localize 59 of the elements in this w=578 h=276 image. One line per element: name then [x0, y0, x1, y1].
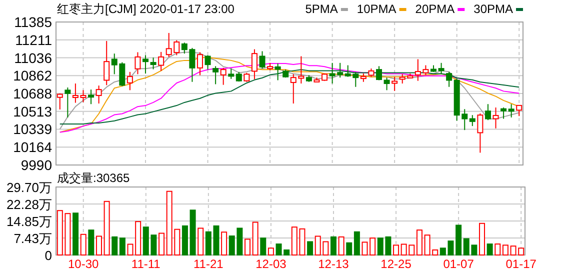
- x-tick-label: 01-07: [443, 257, 474, 271]
- bar: [486, 244, 493, 256]
- bar: [96, 236, 102, 256]
- x-tick-label: 10-30: [68, 257, 100, 271]
- bar: [158, 232, 165, 256]
- y-tick-label: 11385: [14, 14, 52, 30]
- x-tick-label: 12-25: [380, 257, 412, 271]
- legend-label: 10PMA: [356, 2, 396, 16]
- chart-title: 成交量:30365: [57, 171, 130, 185]
- bar: [72, 212, 79, 256]
- y-tick-label: 0: [44, 248, 52, 263]
- bar: [252, 222, 258, 256]
- bar: [182, 225, 188, 256]
- bar: [479, 222, 486, 256]
- y-tick-label: 7.43万: [14, 230, 52, 246]
- bar: [494, 244, 501, 256]
- bar: [190, 210, 196, 256]
- bar: [502, 244, 508, 256]
- y-tick-label: 11211: [15, 32, 52, 48]
- bar: [393, 244, 400, 256]
- bar: [268, 248, 274, 256]
- legend-label: 20PMA: [415, 2, 455, 16]
- line-series: [59, 69, 520, 124]
- y-tick-label: 14.85万: [6, 214, 52, 229]
- bar: [330, 236, 336, 256]
- bar: [346, 242, 352, 256]
- y-tick-label: 22.28万: [6, 196, 52, 212]
- y-tick-label: 11036: [14, 50, 52, 66]
- y-tick-label: 10862: [13, 68, 52, 84]
- bar: [80, 234, 86, 256]
- bar: [221, 232, 228, 256]
- chart-title: 红枣主力[CJM] 2020-01-17 23:00: [57, 2, 235, 16]
- legend-label: 30PMA: [474, 2, 513, 16]
- y-tick-label: 9990: [20, 157, 52, 173]
- bar: [456, 224, 462, 256]
- x-tick-label: 11-21: [194, 257, 224, 271]
- bar: [260, 238, 266, 256]
- legend-label: 5PMA: [305, 2, 338, 16]
- bar: [307, 241, 314, 256]
- bar: [119, 238, 126, 256]
- y-tick-label: 10513: [13, 103, 52, 120]
- y-tick-label: 29.70万: [6, 180, 52, 195]
- x-tick-label: 11-11: [131, 257, 161, 271]
- bar: [112, 236, 118, 256]
- bar: [198, 228, 204, 256]
- bar: [416, 230, 422, 256]
- bar: [88, 230, 94, 256]
- x-tick-label: 01-17: [506, 257, 537, 271]
- candlestick: [104, 40, 110, 86]
- y-tick-label: 10164: [13, 139, 52, 156]
- x-tick-label: 12-03: [256, 257, 287, 271]
- bar: [338, 236, 344, 256]
- y-tick-label: 10688: [13, 85, 52, 102]
- candlestick: [492, 106, 499, 129]
- x-tick-label: 12-13: [318, 257, 350, 271]
- bar: [244, 238, 251, 256]
- bar: [354, 231, 360, 256]
- bar: [104, 200, 110, 256]
- y-tick-label: 10339: [13, 121, 52, 138]
